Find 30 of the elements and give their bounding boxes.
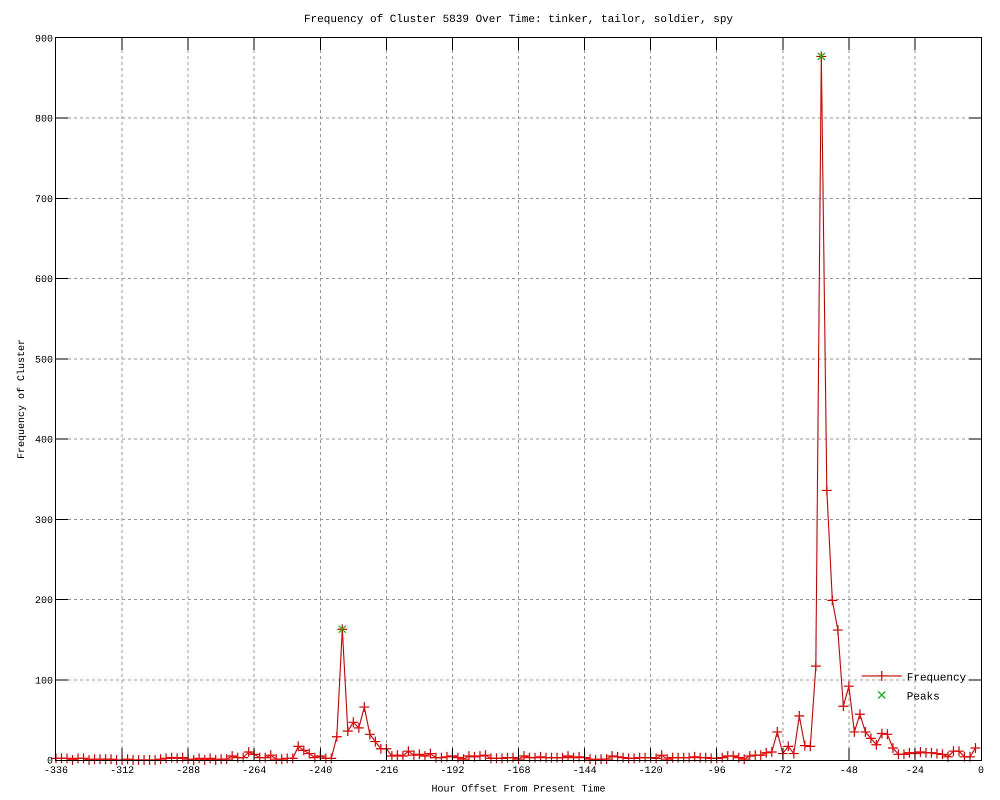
x-tick-label: -312 <box>110 766 134 777</box>
chart-title: Frequency of Cluster 5839 Over Time: tinker, tailor, soldier, spy <box>304 14 734 26</box>
y-tick-label: 300 <box>34 516 53 527</box>
x-tick-label: 0 <box>978 766 984 777</box>
y-tick-label: 600 <box>34 275 53 286</box>
y-tick-label: 200 <box>34 596 53 608</box>
x-tick-label: -288 <box>176 766 200 777</box>
x-tick-label: -168 <box>506 766 531 777</box>
y-tick-label: 0 <box>46 756 53 768</box>
x-tick-label: -96 <box>708 766 726 777</box>
y-tick-label: 400 <box>34 436 53 447</box>
x-tick-label: -192 <box>440 766 464 777</box>
x-tick-label: -240 <box>308 766 332 777</box>
x-tick-label: -72 <box>774 766 792 777</box>
y-tick-label: 800 <box>34 114 53 126</box>
y-tick-label: 100 <box>34 676 53 688</box>
y-tick-label: 900 <box>34 34 53 46</box>
x-tick-label: -264 <box>242 766 266 777</box>
x-tick-label: -216 <box>374 766 398 777</box>
x-tick-label: -144 <box>572 766 597 777</box>
x-axis-title: Hour Offset From Present Time <box>431 784 606 796</box>
y-tick-label: 500 <box>34 355 53 366</box>
x-tick-label: -120 <box>638 766 663 777</box>
legend-label: Frequency <box>906 672 967 684</box>
x-tick-label: -24 <box>906 766 924 777</box>
x-tick-label: -48 <box>840 766 858 777</box>
legend-label: Peaks <box>906 691 940 704</box>
x-tick-label: -336 <box>44 766 68 777</box>
y-axis-title: Frequency of Cluster <box>16 338 28 460</box>
y-tick-label: 700 <box>34 194 53 206</box>
